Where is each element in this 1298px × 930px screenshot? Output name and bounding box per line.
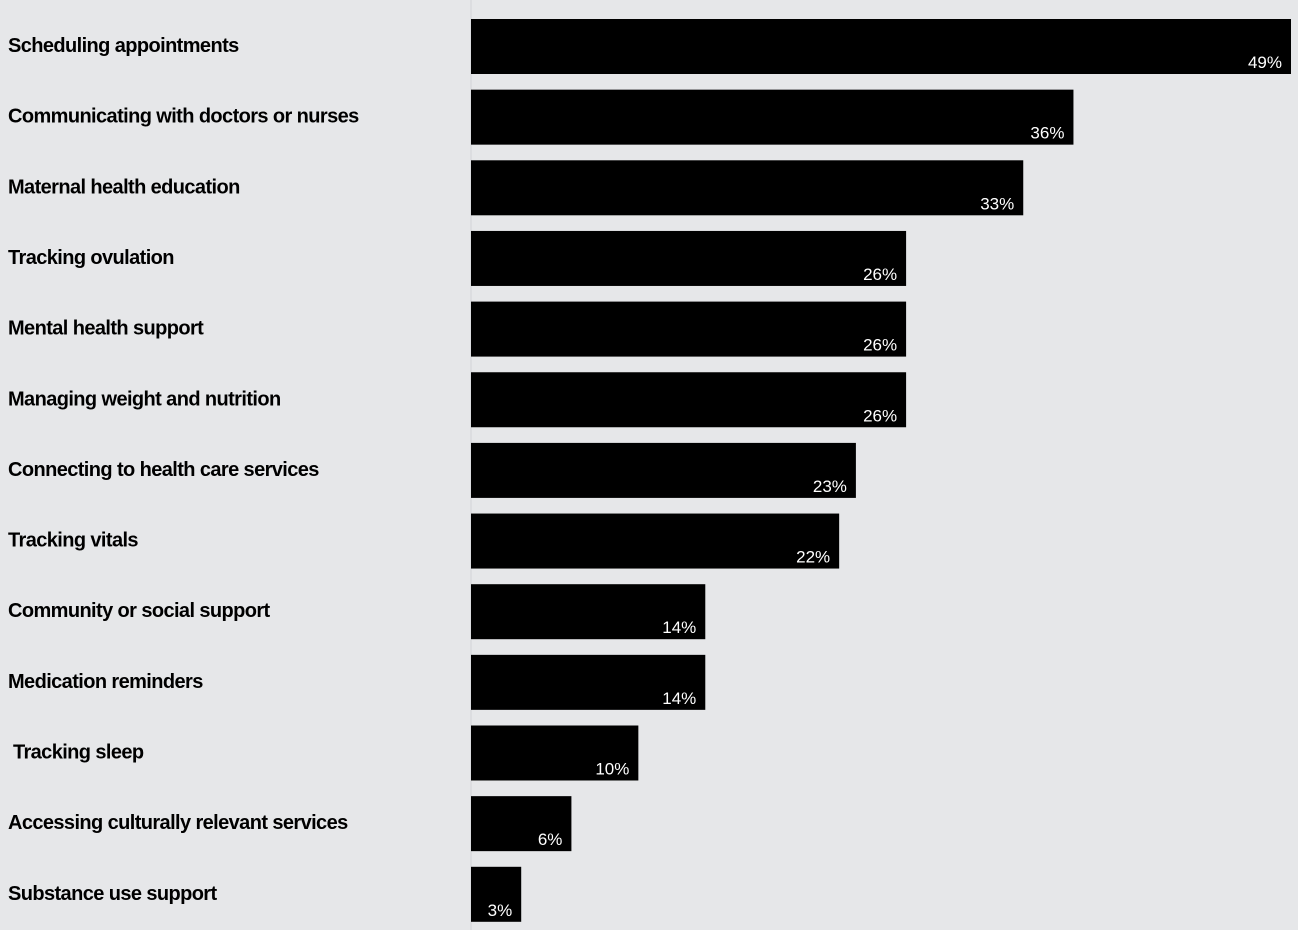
value-label: 14%	[662, 689, 696, 708]
category-label: Tracking vitals	[8, 530, 138, 552]
bar	[471, 19, 1291, 74]
category-label: Tracking sleep	[8, 742, 144, 764]
bar	[471, 372, 907, 428]
category-label: Scheduling appointments	[8, 35, 239, 57]
bar	[471, 89, 1074, 145]
value-label: 3%	[488, 901, 513, 920]
bar	[471, 230, 907, 286]
value-label: 36%	[1030, 124, 1064, 143]
bar	[471, 301, 907, 357]
category-label: Substance use support	[8, 883, 217, 905]
bar	[471, 725, 639, 781]
value-label: 14%	[662, 618, 696, 637]
value-label: 26%	[863, 406, 897, 425]
value-label: 26%	[863, 336, 897, 355]
bar	[471, 160, 1024, 216]
category-label: Accessing culturally relevant services	[8, 812, 348, 834]
category-label: Maternal health education	[8, 176, 240, 198]
bar	[471, 442, 856, 498]
bar	[471, 584, 706, 640]
value-label: 33%	[980, 194, 1014, 213]
value-label: 49%	[1248, 53, 1282, 72]
value-label: 26%	[863, 265, 897, 284]
bar	[471, 796, 572, 852]
value-label: 23%	[813, 477, 847, 496]
value-label: 10%	[595, 760, 629, 779]
bar	[471, 654, 706, 710]
bar	[471, 866, 522, 922]
value-label: 22%	[796, 548, 830, 567]
category-label: Connecting to health care services	[8, 459, 319, 481]
category-label: Communicating with doctors or nurses	[8, 106, 359, 128]
category-label: Community or social support	[8, 600, 271, 622]
bar	[471, 513, 840, 569]
category-label: Medication reminders	[8, 671, 203, 693]
category-label: Tracking ovulation	[8, 247, 174, 269]
value-label: 6%	[538, 830, 563, 849]
category-label: Mental health support	[8, 318, 204, 340]
category-label: Managing weight and nutrition	[8, 388, 281, 410]
